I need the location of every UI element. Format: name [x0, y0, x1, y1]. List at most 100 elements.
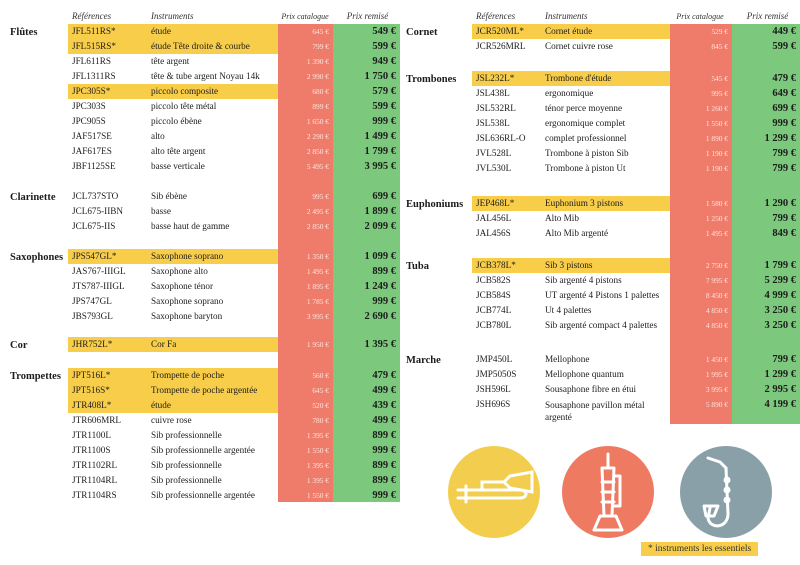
catalog-price-cell: 1 550 € [306, 491, 329, 500]
catalog-column-bg-left [278, 24, 333, 502]
header-remise-right: Prix remisé [746, 11, 789, 21]
catalog-price-cell: 4 850 € [705, 321, 728, 330]
table-row: JVL528L Trombone à piston Sib 1 190 € 799 € [0, 146, 800, 161]
reference-cell: JTR1104RL [72, 475, 118, 485]
remise-price-cell: 479 € [372, 370, 396, 381]
remise-price-cell: 799 € [772, 163, 796, 174]
footnote: * instruments les essentiels [641, 542, 759, 556]
instrument-cell: Saxophone alto [151, 266, 208, 276]
catalog-price-cell: 5 890 € [705, 400, 728, 409]
remise-price-cell: 599 € [372, 101, 396, 112]
instrument-cell: Sousaphone fibre en étui [545, 384, 637, 394]
remise-price-cell: 999 € [772, 118, 796, 129]
reference-cell: JPC905S [72, 116, 106, 126]
reference-cell: JPS747GL [72, 296, 112, 306]
table-row: JCB584S UT argenté 4 Pistons 1 palettes 8 … [0, 288, 800, 303]
table-row: JTR408L* étude 520 € 439 € [0, 398, 800, 413]
catalog-price-cell: 2 850 € [306, 222, 329, 231]
instrument-cell: cuivre rose [151, 415, 192, 425]
reference-cell: JSL636RL-O [476, 133, 526, 143]
table-row: JFL511RS* étude 645 € 549 € [0, 24, 800, 39]
remise-price-cell: 3 250 € [764, 320, 797, 331]
table-row: JCL675-IIBN basse 2 495 € 1 899 € [0, 204, 800, 219]
remise-price-cell: 799 € [772, 213, 796, 224]
essential-highlight [472, 24, 670, 39]
instrument-cell: tête argent [151, 56, 190, 66]
table-row: JTR1100S Sib professionnelle argentée 1 55… [0, 443, 800, 458]
essential-highlight [68, 249, 278, 264]
catalog-price-cell: 1 390 € [306, 57, 329, 66]
header-catalogue-left: Prix catalogue [281, 12, 329, 21]
instrument-cell: Saxophone baryton [151, 311, 223, 321]
reference-cell: JAL456S [476, 228, 511, 238]
remise-price-cell: 599 € [772, 41, 796, 52]
reference-cell: JPC303S [72, 101, 106, 111]
reference-cell: JAF517SE [72, 131, 112, 141]
reference-cell: JTR408L* [72, 400, 112, 410]
catalog-price-cell: 799 € [312, 42, 329, 51]
catalog-price-cell: 1 895 € [306, 282, 329, 291]
table-row: JMP5050S Mellophone quantum 1 995 € 1 299 € [0, 367, 800, 382]
reference-cell: JSH696S [476, 399, 511, 409]
essential-highlight [472, 71, 670, 86]
catalog-price-cell: 2 850 € [306, 147, 329, 156]
catalog-price-cell: 645 € [312, 386, 329, 395]
reference-cell: JTR1102RL [72, 460, 118, 470]
instrument-cell: Alto Mib argenté [545, 228, 609, 238]
instrument-cell: Sib professionnelle argentée [151, 445, 255, 455]
trombone-circle [448, 446, 540, 538]
reference-cell: JTR606MRL [72, 415, 122, 425]
remise-column-bg-right [732, 24, 800, 424]
table-row: JPS547GL* Saxophone soprano 1 350 € 1 099 € [0, 249, 800, 264]
instrument-cell: piccolo composite [151, 86, 219, 96]
reference-cell: JAF617ES [72, 146, 112, 156]
reference-cell: JFL515RS* [72, 41, 116, 51]
catalog-price-cell: 3 995 € [306, 312, 329, 321]
remise-price-cell: 2 099 € [364, 221, 397, 232]
table-row: JTS787-IIIGL Saxophone ténor 1 895 € 1 249 … [0, 279, 800, 294]
remise-price-cell: 799 € [772, 354, 796, 365]
category-title: Flûtes [10, 27, 38, 38]
reference-cell: JTS787-IIIGL [72, 281, 125, 291]
table-row: JSL532RL ténor perce moyenne 1 260 € 699 € [0, 101, 800, 116]
remise-price-cell: 4 199 € [764, 399, 797, 410]
table-row: JPC303S piccolo tête métal 899 € 599 € [0, 99, 800, 114]
table-row: JTR606MRL cuivre rose 780 € 499 € [0, 413, 800, 428]
instrument-cell: Sib argenté 4 pistons [545, 275, 622, 285]
remise-price-cell: 649 € [772, 88, 796, 99]
remise-price-cell: 899 € [372, 266, 396, 277]
remise-column-bg-left [333, 24, 400, 502]
table-row: JSH596L Sousaphone fibre en étui 3 995 € 2 … [0, 382, 800, 397]
catalog-price-cell: 2 750 € [705, 261, 728, 270]
instrument-cell: Sib professionnelle argentée [151, 490, 255, 500]
reference-cell: JSL438L [476, 88, 510, 98]
trumpet-circle [562, 446, 654, 538]
reference-cell: JBS793GL [72, 311, 113, 321]
remise-price-cell: 2 690 € [364, 311, 397, 322]
category-title: Clarinette [10, 192, 56, 203]
table-row: JCL737STO Sib ébène 995 € 699 € [0, 189, 800, 204]
category-title: Cor [10, 340, 28, 351]
remise-price-cell: 1 299 € [764, 133, 797, 144]
instrument-cell: Sib professionnelle [151, 430, 222, 440]
header-references-right: Références [476, 11, 516, 21]
remise-price-cell: 1 395 € [364, 339, 397, 350]
instrument-cell: Sousaphone pavillon métal argenté [545, 400, 645, 422]
reference-cell: JMP5050S [476, 369, 517, 379]
catalog-price-cell: 4 850 € [705, 306, 728, 315]
instrument-cell: basse verticale [151, 161, 205, 171]
remise-price-cell: 1 750 € [364, 71, 397, 82]
instrument-cell: étude [151, 400, 171, 410]
remise-price-cell: 1 249 € [364, 281, 397, 292]
catalog-price-cell: 1 190 € [705, 164, 728, 173]
catalog-price-cell: 780 € [312, 416, 329, 425]
table-row: JSH696S Sousaphone pavillon métal argenté… [0, 397, 800, 425]
instrument-cell: Trombone d'étude [545, 73, 612, 83]
essential-highlight [68, 39, 278, 54]
instrument-cell: Sib ébène [151, 191, 187, 201]
category-title: Cornet [406, 27, 438, 38]
category-title: Saxophones [10, 252, 64, 263]
remise-price-cell: 1 799 € [764, 260, 797, 271]
table-row: JAF617ES alto tête argent 2 850 € 1 799 € [0, 144, 800, 159]
reference-cell: JAL456L [476, 213, 512, 223]
